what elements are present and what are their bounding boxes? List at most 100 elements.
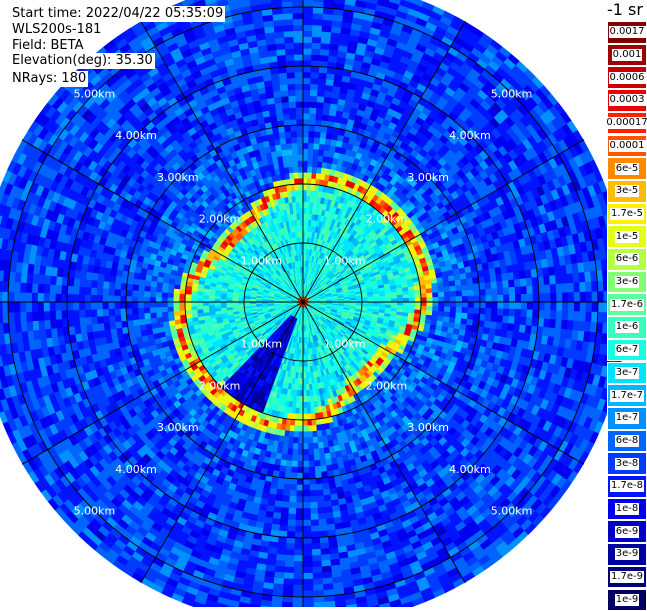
range-gate-cell [462, 291, 468, 297]
range-gate-cell [307, 414, 311, 420]
range-gate-cell [509, 309, 515, 317]
range-gate-cell [580, 282, 586, 292]
range-gate-cell [317, 507, 325, 514]
range-gate-cell [567, 321, 574, 331]
range-gate-cell [303, 149, 308, 155]
range-gate-cell [498, 302, 504, 309]
range-gate-cell [314, 143, 320, 149]
range-gate-cell [296, 491, 303, 497]
range-gate-cell [509, 302, 515, 309]
range-gate-cell [303, 597, 314, 603]
range-gate-cell [320, 460, 326, 467]
range-gate-cell [298, 449, 303, 455]
range-gate-cell [533, 294, 539, 302]
range-gate-cell [567, 274, 574, 284]
range-gate-cell [308, 149, 314, 155]
range-gate-cell [427, 293, 433, 298]
range-gate-cell [309, 137, 315, 143]
range-gate-cell [308, 449, 314, 455]
range-gate-cell [317, 502, 325, 509]
range-gate-cell [403, 302, 409, 306]
range-gate-cell [308, 143, 314, 149]
range-gate-cell [461, 285, 467, 291]
range-gate-cell [312, 49, 321, 55]
range-gate-cell [296, 503, 303, 509]
range-gate-cell [313, 437, 318, 443]
range-gate-cell [303, 54, 312, 60]
range-gate-cell [311, 414, 316, 420]
range-gate-cell [303, 390, 306, 396]
range-gate-cell [527, 294, 533, 302]
range-gate-cell [303, 184, 307, 190]
range-gate-cell [544, 319, 551, 328]
range-gate-cell [313, 449, 319, 455]
range-gate-cell [298, 432, 303, 438]
range-gate-cell [409, 302, 415, 306]
range-gate-cell [313, 590, 324, 596]
range-gate-cell [450, 297, 456, 302]
range-gate-cell [316, 108, 323, 114]
range-gate-cell [313, 596, 324, 602]
range-gate-cell [303, 7, 313, 13]
range-gate-cell [303, 438, 308, 444]
range-gate-cell [550, 311, 556, 320]
range-gate-cell [307, 408, 311, 414]
range-gate-cell [467, 278, 474, 285]
range-gate-cell [533, 302, 539, 310]
range-gate-cell [318, 84, 326, 91]
range-gate-cell [438, 307, 444, 312]
range-gate-cell [443, 282, 450, 288]
range-gate-cell [315, 472, 322, 478]
range-gate-cell [311, 520, 319, 526]
range-gate-cell [486, 302, 492, 309]
range-gate-cell [309, 131, 315, 137]
range-gate-cell [586, 312, 592, 322]
range-gate-cell [307, 402, 311, 408]
range-gate-cell [299, 426, 304, 432]
range-gate-cell [303, 137, 309, 143]
range-gate-cell [450, 302, 456, 307]
range-gate-cell [320, 548, 329, 555]
range-gate-cell [597, 312, 603, 323]
range-gate-cell [303, 497, 310, 503]
range-gate-cell [415, 290, 421, 295]
range-gate-cell [311, 543, 320, 549]
range-gate-cell [312, 549, 321, 555]
range-gate-cell [485, 282, 491, 289]
range-gate-cell [303, 479, 309, 485]
range-gate-cell [521, 294, 527, 302]
range-gate-cell [303, 196, 307, 202]
range-gate-cell [310, 502, 317, 508]
range-gate-cell [521, 302, 527, 310]
range-gate-cell [397, 302, 403, 306]
range-gate-cell [462, 308, 468, 314]
range-gate-cell [533, 286, 539, 295]
range-gate-cell [303, 491, 310, 497]
range-gate-cell [527, 302, 533, 310]
range-gate-cell [306, 384, 309, 390]
range-gate-cell [303, 19, 313, 25]
range-gate-cell [556, 311, 562, 320]
range-gate-cell [303, 37, 312, 43]
range-gate-cell [491, 282, 497, 289]
range-gate-cell [312, 37, 321, 43]
range-gate-cell [299, 414, 303, 420]
range-gate-cell [456, 302, 462, 308]
range-gate-cell [439, 302, 445, 307]
range-gate-cell [437, 282, 443, 288]
range-gate-cell [307, 184, 311, 190]
range-gate-cell [310, 514, 318, 520]
range-gate-cell [311, 78, 319, 84]
range-gate-cell [555, 320, 562, 329]
range-gate-cell [397, 295, 403, 299]
range-gate-cell [319, 525, 328, 532]
range-gate-cell [306, 390, 310, 396]
range-gate-cell [313, 585, 323, 591]
range-gate-cell [303, 48, 312, 54]
range-gate-cell [415, 298, 421, 302]
range-gate-cell [298, 444, 303, 450]
range-gate-cell [549, 319, 556, 328]
range-gate-cell [498, 295, 504, 302]
range-gate-cell [309, 125, 315, 131]
range-gate-cell [310, 496, 317, 502]
